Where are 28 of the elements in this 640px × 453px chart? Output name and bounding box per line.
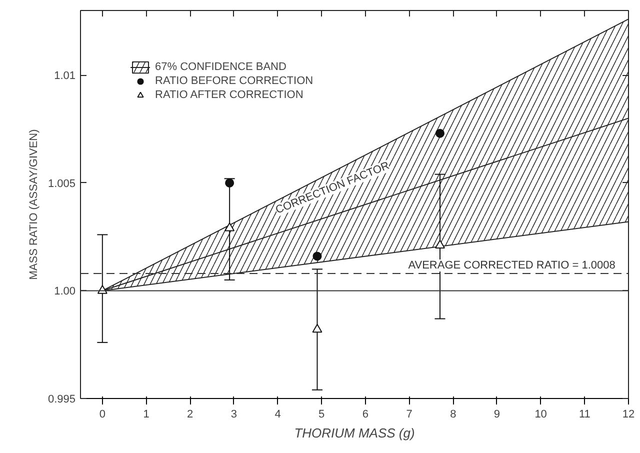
x-axis-title: THORIUM MASS (g) [294, 426, 415, 440]
point [435, 128, 444, 138]
legend-label: RATIO AFTER CORRECTION [155, 88, 304, 102]
x-tick-label: 5 [318, 408, 325, 420]
x-tick-label: 12 [622, 408, 635, 420]
x-tick-label: 6 [362, 408, 369, 420]
x-tick-label: 11 [578, 408, 590, 420]
x-tick-label: 1 [143, 408, 150, 420]
legend-label: RATIO BEFORE CORRECTION [155, 74, 314, 88]
point [434, 240, 445, 249]
y-tick-label: 1.01 [54, 70, 76, 82]
y-tick-label: 1.00 [54, 286, 76, 298]
x-tick-label: 0 [99, 408, 106, 420]
x-tick-label: 9 [494, 408, 500, 420]
point [312, 324, 322, 333]
y-tick-label: 1.005 [48, 178, 76, 190]
x-tick-label: 4 [274, 408, 281, 420]
x-tick-label: 7 [406, 408, 412, 420]
legend-label: 67% CONFIDENCE BAND [155, 60, 286, 74]
ref-line-label: AVERAGE CORRECTED RATIO = 1.0008 [408, 259, 616, 272]
x-tick-label: 8 [450, 408, 456, 420]
y-axis-title: MASS RATIO (ASSAY/GIVEN) [28, 129, 40, 280]
x-tick-label: 2 [187, 408, 194, 420]
y-tick-label: 0.995 [48, 394, 76, 406]
point [224, 222, 235, 232]
point [312, 252, 322, 261]
x-tick-label: 10 [534, 408, 547, 420]
x-tick-label: 3 [230, 408, 238, 420]
